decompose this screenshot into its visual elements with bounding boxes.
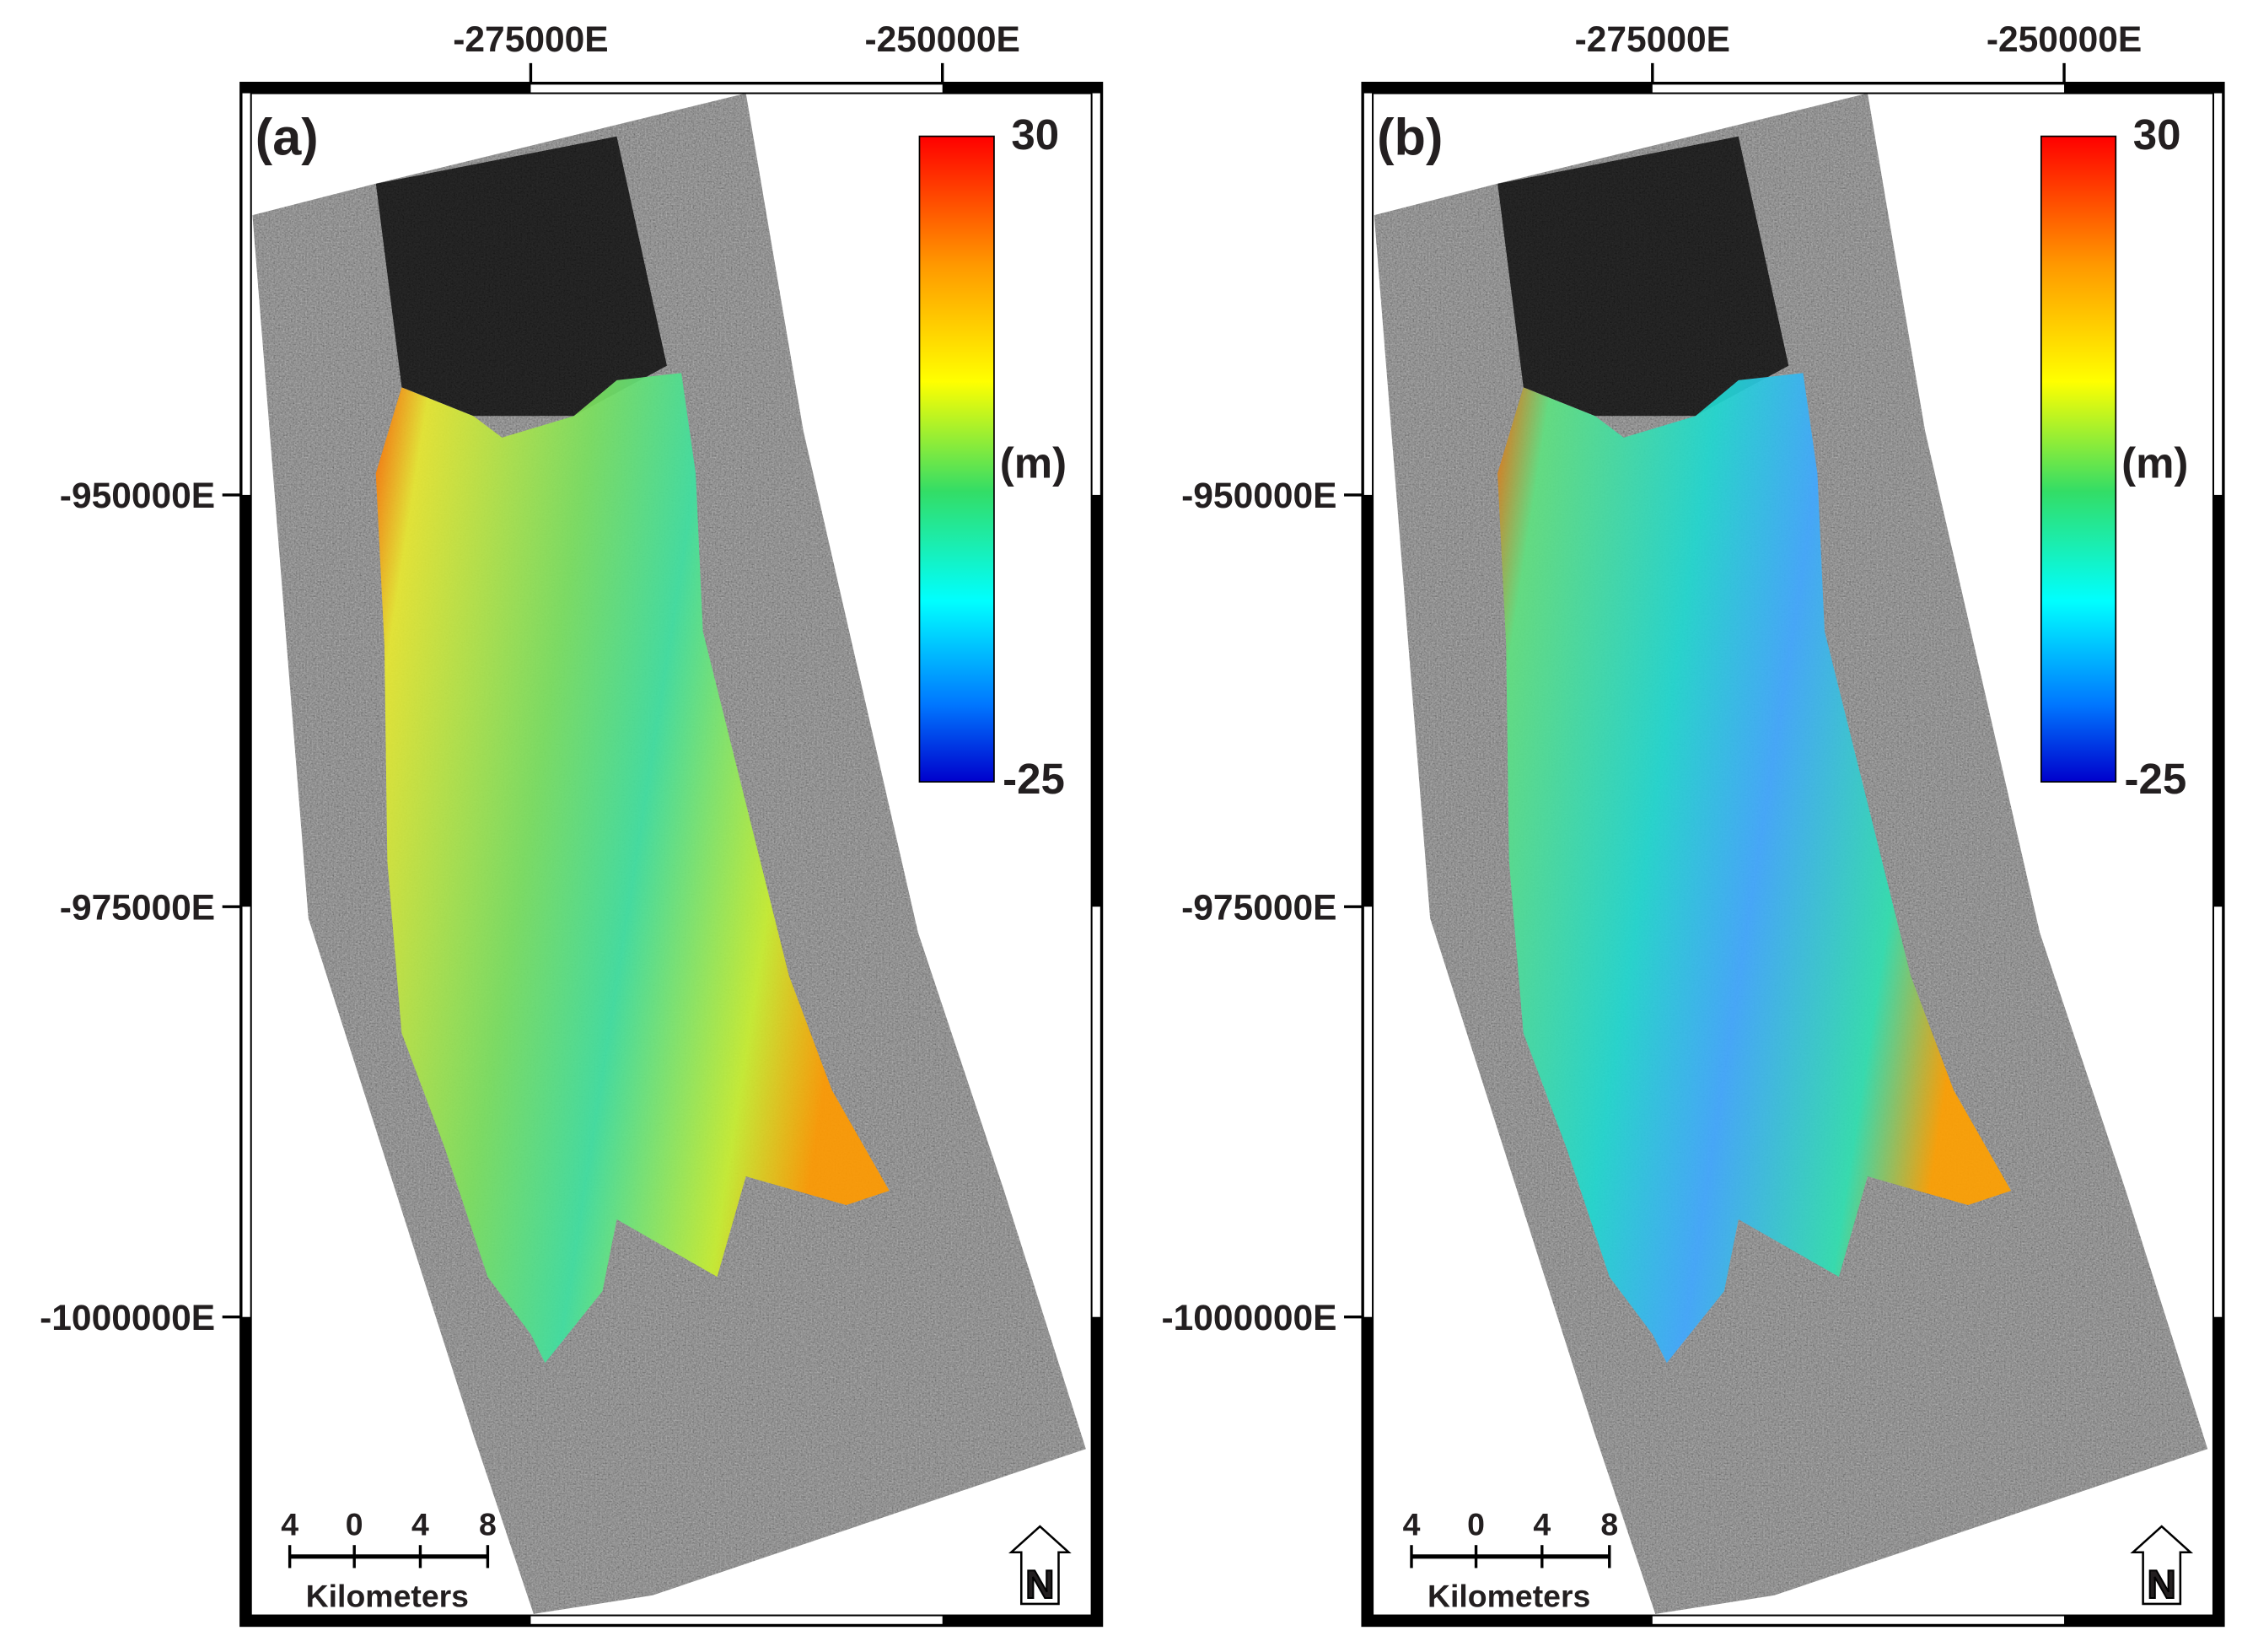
- scale-label: 8: [1600, 1506, 1618, 1542]
- x-tick-label: -275000E: [453, 19, 608, 60]
- y-tick-label: -950000E: [60, 476, 215, 516]
- scale-label: 0: [1467, 1506, 1485, 1542]
- colorbar-min: -25: [2125, 755, 2187, 803]
- elevation-change: [1497, 373, 2012, 1364]
- panel-label: (a): [255, 109, 319, 166]
- frame-band: [1091, 494, 1102, 907]
- x-tick-label: -250000E: [865, 19, 1020, 60]
- north-label: N: [2148, 1563, 2176, 1607]
- north-arrow: [1008, 1525, 1072, 1606]
- scale-label: 4: [281, 1506, 298, 1542]
- colorbar: [2040, 135, 2117, 783]
- frame-band: [1091, 1316, 1102, 1626]
- y-tick-label: -950000E: [1181, 476, 1336, 516]
- scale-label: 8: [479, 1506, 497, 1542]
- frame-band: [240, 83, 531, 94]
- scale-label: 4: [1533, 1506, 1551, 1542]
- sea-ice: [1497, 136, 1789, 417]
- map-panel: -275000E -250000E -950000E -975000E -1000000…: [40, 19, 1104, 1628]
- frame-band: [2212, 1316, 2223, 1626]
- map-panel: -275000E -250000E -950000E -975000E -1000000…: [1161, 19, 2225, 1628]
- colorbar-max: 30: [1011, 110, 1059, 159]
- frame-band: [2212, 494, 2223, 907]
- colorbar-min: -25: [1003, 755, 1065, 803]
- elevation-change: [375, 373, 890, 1364]
- frame-band: [1363, 83, 1653, 94]
- frame-band: [2064, 83, 2223, 94]
- frame-band: [1363, 494, 1374, 907]
- north-arrow: [2130, 1525, 2194, 1606]
- colorbar: [918, 135, 995, 783]
- x-tick-label: -275000E: [1575, 19, 1730, 60]
- frame-band: [240, 494, 251, 907]
- y-tick-label: -1000000E: [1161, 1298, 1336, 1338]
- y-tick-label: -1000000E: [40, 1298, 215, 1338]
- colorbar-unit: (m): [1000, 439, 1067, 487]
- sea-ice: [375, 136, 668, 417]
- frame-band: [942, 1615, 1102, 1626]
- frame-band: [240, 1316, 251, 1626]
- scale-unit: Kilometers: [1427, 1578, 1590, 1613]
- y-tick-label: -975000E: [60, 887, 215, 928]
- y-tick-label: -975000E: [1181, 887, 1336, 928]
- colorbar-unit: (m): [2121, 439, 2188, 487]
- frame-band: [2064, 1615, 2223, 1626]
- scale-label: 4: [411, 1506, 429, 1542]
- frame-band: [240, 1615, 531, 1626]
- colorbar-max: 30: [2133, 110, 2181, 159]
- x-tick-label: -250000E: [1987, 19, 2142, 60]
- north-label: N: [1025, 1563, 1054, 1607]
- scale-unit: Kilometers: [306, 1578, 469, 1613]
- frame-band: [1363, 1316, 1374, 1626]
- scale-label: 4: [1403, 1506, 1421, 1542]
- scale-label: 0: [346, 1506, 363, 1542]
- panel-label: (b): [1377, 109, 1443, 166]
- frame-band: [942, 83, 1102, 94]
- frame-band: [1363, 1615, 1653, 1626]
